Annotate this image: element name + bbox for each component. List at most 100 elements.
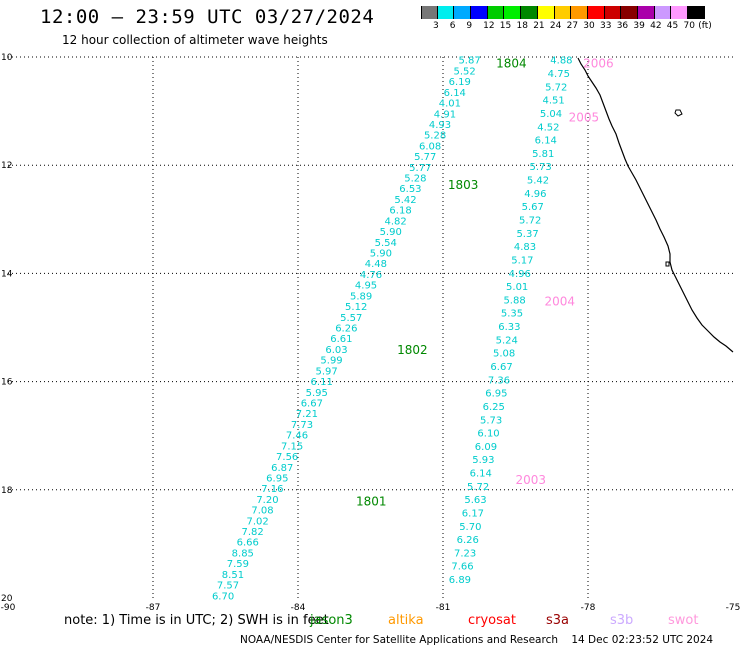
wave-height-value: 5.72: [545, 82, 567, 93]
wave-height-value: 7.66: [451, 562, 473, 573]
wave-height-value: 6.03: [325, 345, 347, 356]
wave-height-value: 6.33: [498, 322, 520, 333]
colorbar-label: 18: [516, 21, 528, 31]
pass-number-label: 1804: [496, 56, 527, 70]
wave-height-value: 5.77: [414, 152, 436, 163]
wave-height-value: 5.01: [506, 282, 528, 293]
colorbar-swatch: [537, 6, 555, 19]
colorbar-label: 6: [449, 21, 456, 31]
wave-height-value: 7.21: [296, 409, 318, 420]
footer-credit: NOAA/NESDIS Center for Satellite Applica…: [240, 634, 713, 646]
pass-labels: 1804 1803 1802 1801 2006 2005 2004 2003: [356, 56, 614, 508]
colorbar-swatch: [454, 6, 472, 19]
wave-height-value: 4.88: [550, 56, 572, 67]
wave-height-value: 5.93: [472, 455, 494, 466]
wave-height-value: 5.42: [527, 176, 549, 187]
wave-height-value: 7.16: [261, 484, 283, 495]
colorbar-swatch: [521, 6, 538, 19]
colorbar-label: 27: [566, 21, 579, 31]
wave-height-value: 6.70: [212, 591, 234, 602]
colorbar-label: 36: [616, 21, 629, 31]
satellite-legend-s3a: s3a: [546, 613, 570, 628]
wave-height-colorbar: [421, 6, 705, 19]
wave-height-value: 7.36: [488, 375, 510, 386]
pass-number-label: 2005: [569, 111, 600, 125]
latitude-tick-label: 20: [1, 594, 13, 604]
longitude-tick-label: -75: [726, 603, 740, 613]
wave-height-value: 5.88: [503, 295, 525, 306]
colorbar-label: 15: [499, 21, 512, 31]
wave-height-value: 7.46: [286, 431, 308, 442]
wave-height-value: 5.17: [511, 255, 533, 266]
colorbar-swatch: [604, 6, 622, 19]
wave-height-value: 6.53: [399, 184, 421, 195]
colorbar-swatch: [587, 6, 605, 19]
wave-height-value: 6.08: [419, 141, 441, 152]
note-text: note: 1) Time is in UTC; 2) SWH is in fe…: [64, 613, 329, 628]
wave-height-value: 5.57: [340, 313, 362, 324]
wave-height-value: 4.96: [524, 189, 546, 200]
colorbar-label: 45: [666, 21, 679, 31]
wave-height-value: 5.73: [480, 415, 502, 426]
pass-number-label: 1803: [448, 178, 479, 192]
wave-height-value: 5.70: [459, 522, 481, 533]
wave-height-value: 6.11: [311, 377, 333, 388]
generated-timestamp: 14 Dec 02:23:52 UTC 2024: [571, 634, 714, 646]
wave-height-value: 5.37: [516, 229, 538, 240]
colorbar-label: 12: [483, 21, 495, 31]
credit-text: NOAA/NESDIS Center for Satellite Applica…: [240, 634, 558, 646]
colorbar-label: 33: [600, 21, 612, 31]
pass-number-label: 2004: [545, 294, 576, 308]
longitude-tick-label: -87: [146, 603, 161, 613]
wave-height-value: 7.08: [251, 506, 273, 517]
satellite-legend-altika: altika: [388, 613, 424, 628]
wave-height-value: 6.87: [271, 463, 293, 474]
satellite-legend-cryosat: cryosat: [468, 613, 516, 628]
wave-height-value: 4.91: [434, 109, 456, 120]
wave-height-value: 6.66: [237, 538, 259, 549]
colorbar-swatch: [504, 6, 522, 19]
colorbar-swatch: [637, 6, 655, 19]
wave-height-value: 5.35: [501, 309, 523, 320]
wave-height-value: 5.42: [394, 195, 416, 206]
coastline-path: [577, 57, 734, 353]
wave-height-value: 8.51: [222, 570, 244, 581]
colorbar-swatch: [654, 6, 672, 19]
colorbar-swatch: [554, 6, 572, 19]
map-title: 12:00 — 23:59 UTC 03/27/2024: [40, 6, 375, 28]
satellite-legend-jason3: jason3: [310, 613, 353, 628]
wave-height-value: 5.97: [315, 366, 337, 377]
wave-height-value: 7.56: [276, 452, 298, 463]
wave-height-value: 6.14: [535, 136, 557, 147]
wave-height-value: 5.08: [493, 349, 515, 360]
wave-height-value: 5.28: [424, 131, 446, 142]
wave-height-value: 7.20: [256, 495, 278, 506]
wave-height-tracks: 5.875.526.196.144.014.914.935.286.085.77…: [212, 56, 573, 603]
wave-height-value: 6.89: [449, 575, 471, 586]
wave-height-value: 5.28: [404, 174, 426, 185]
wave-height-value: 5.12: [345, 302, 367, 313]
colorbar-swatch: [671, 6, 688, 19]
wave-height-value: 4.01: [439, 99, 461, 110]
wave-height-value: 5.90: [380, 227, 402, 238]
colorbar-swatch: [621, 6, 638, 19]
wave-height-value: 5.63: [464, 495, 486, 506]
wave-height-value: 5.72: [467, 482, 489, 493]
wave-height-value: 7.02: [246, 516, 268, 527]
colorbar-label: 21: [533, 21, 545, 31]
wave-height-value: 6.19: [449, 77, 471, 88]
longitude-tick-label: -90: [1, 603, 16, 613]
colorbar-swatch: [437, 6, 455, 19]
wave-height-value: 7.57: [217, 581, 239, 592]
wave-height-value: 5.87: [458, 56, 480, 67]
wave-height-value: 4.96: [509, 269, 531, 280]
wave-height-value: 6.18: [389, 206, 411, 217]
colorbar-swatch: [471, 6, 488, 19]
wave-height-value: 5.90: [370, 249, 392, 260]
wave-height-value: 6.67: [490, 362, 512, 373]
wave-height-value: 5.52: [454, 66, 476, 77]
wave-height-value: 6.61: [330, 334, 352, 345]
wave-height-value: 4.93: [429, 120, 451, 131]
wave-height-value: 5.99: [320, 356, 342, 367]
wave-height-value: 7.73: [291, 420, 313, 431]
